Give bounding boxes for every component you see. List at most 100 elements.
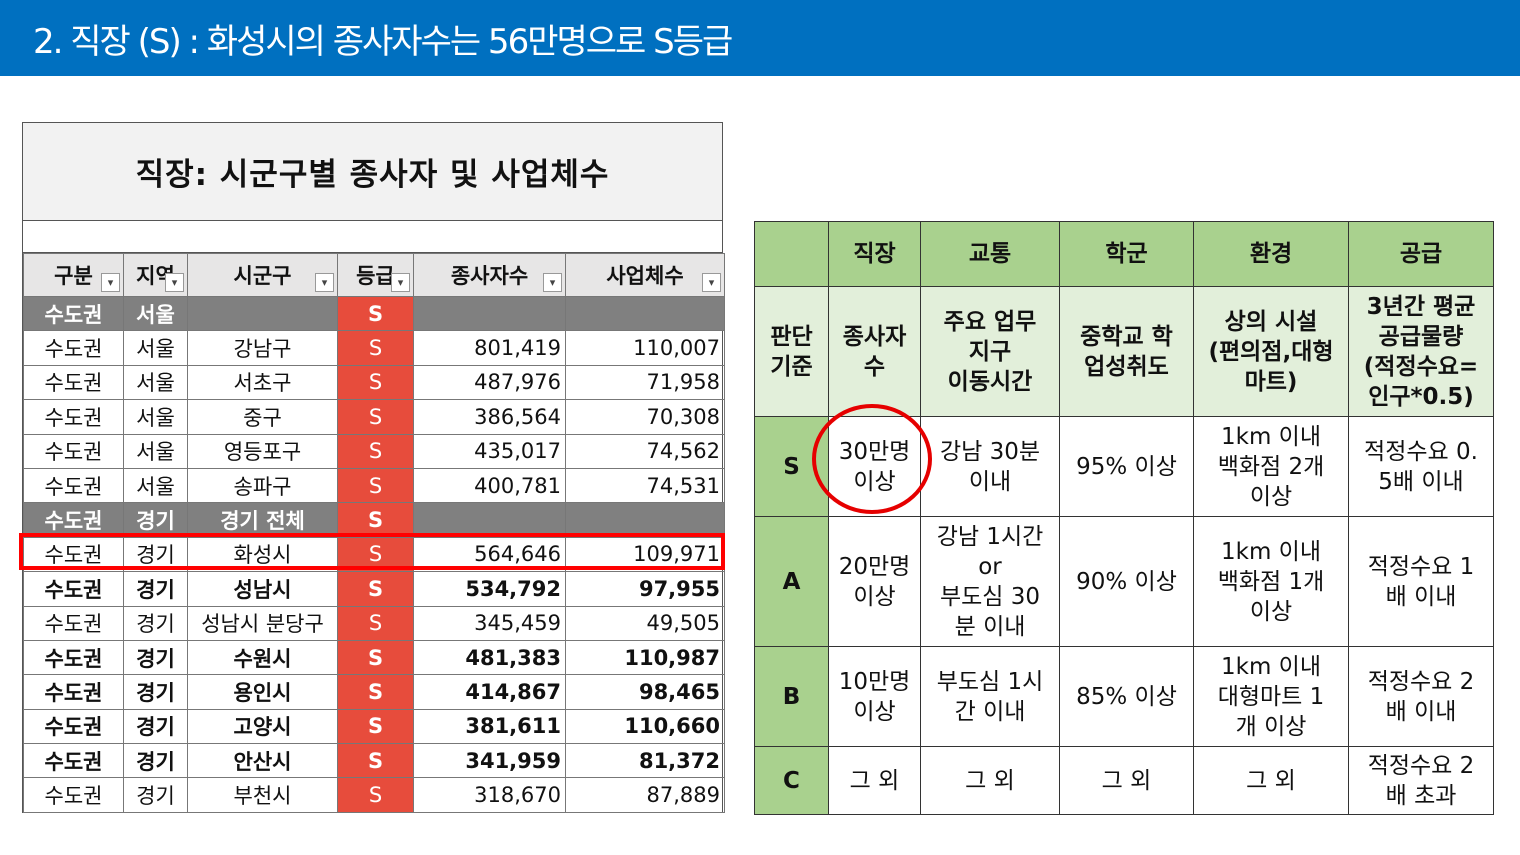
column-header: 지역 ▾ [123, 253, 188, 297]
table-cell: 경기 전체 [187, 502, 338, 538]
basis-cell: 주요 업무 지구 이동시간 [920, 286, 1060, 417]
filter-dropdown-icon[interactable]: ▾ [165, 273, 184, 292]
column-header: 구분 ▾ [23, 253, 124, 297]
table-row: 수도권 서울 중구 S 386,564 70,308 [23, 399, 725, 435]
grade-badge: S [337, 743, 414, 779]
table-cell: 481,383 [413, 639, 566, 676]
criteria-cell: 그 외 [1059, 746, 1194, 815]
table-cell: 강남구 [187, 330, 338, 366]
criteria-cell: 그 외 [920, 746, 1060, 815]
grade-badge: S [337, 639, 414, 676]
criteria-cell: 95% 이상 [1059, 416, 1194, 517]
table-header-row: 구분 ▾ 지역 ▾ 시군구 ▾ 등급 ▾ 종사자수 ▾ 사업체수 ▾ [23, 253, 725, 297]
filter-dropdown-icon[interactable]: ▾ [101, 273, 120, 292]
criteria-header-4: 환경 [1193, 221, 1349, 287]
criteria-table: 직장 교통 학군 환경 공급 판단 기준 종사자 수 주요 업무 지구 이동시간 중학교 학 업성취도 상의… [754, 221, 1494, 815]
table-cell: 수도권 [23, 777, 124, 813]
table-cell: 74,531 [565, 467, 725, 504]
table-cell: 97,955 [565, 571, 725, 607]
table-cell: 수도권 [23, 639, 124, 676]
criteria-basis-row: 판단 기준 종사자 수 주요 업무 지구 이동시간 중학교 학 업성취도 상의 시설 (편의점,대형… [754, 286, 1494, 417]
table-cell: 서울 [123, 399, 188, 435]
table-cell [565, 502, 725, 538]
basis-label: 판단 기준 [754, 286, 829, 417]
criteria-cell: 강남 1시간 or 부도심 30 분 이내 [920, 516, 1060, 647]
table-cell: 수도권 [23, 743, 124, 779]
table-cell: 부천시 [187, 777, 338, 813]
table-cell: 용인시 [187, 674, 338, 710]
table-cell: 98,465 [565, 674, 725, 710]
table-cell: 수도권 [23, 330, 124, 366]
criteria-cell: 85% 이상 [1059, 646, 1194, 747]
table-cell: 수원시 [187, 639, 338, 676]
table-cell: 49,505 [565, 605, 725, 641]
table-cell: 71,958 [565, 364, 725, 401]
table-cell: 경기 [123, 743, 188, 779]
table-row: 수도권 경기 수원시 S 481,383 110,987 [23, 639, 725, 676]
grade-badge: S [337, 467, 414, 504]
column-header: 종사자수 ▾ [413, 253, 566, 297]
table-cell: 송파구 [187, 467, 338, 504]
table-cell: 수도권 [23, 295, 124, 332]
table-cell: 341,959 [413, 743, 566, 779]
grade-badge: S [337, 777, 414, 813]
criteria-cell: 부도심 1시 간 이내 [920, 646, 1060, 747]
table-cell: 801,419 [413, 330, 566, 366]
basis-cell: 3년간 평균 공급물량 (적정수요= 인구*0.5) [1348, 286, 1494, 417]
column-header-label: 시군구 [233, 264, 292, 288]
grade-badge: S [337, 330, 414, 366]
criteria-header-1: 직장 [828, 221, 921, 287]
table-cell: 386,564 [413, 399, 566, 435]
table-cell: 수도권 [23, 399, 124, 435]
table-cell: 110,007 [565, 330, 725, 366]
table-cell: 110,987 [565, 639, 725, 676]
table-cell: 수도권 [23, 674, 124, 710]
criteria-header-0 [754, 221, 829, 287]
table-cell: 경기 [123, 502, 188, 538]
filter-dropdown-icon[interactable]: ▾ [543, 273, 562, 292]
filter-dropdown-icon[interactable]: ▾ [391, 273, 410, 292]
criteria-cell: 20만명 이상 [828, 516, 921, 647]
criteria-cell: 1km 이내 백화점 2개 이상 [1193, 416, 1349, 517]
table-cell [413, 502, 566, 538]
table-cell: 70,308 [565, 399, 725, 435]
table-row: 수도권 경기 고양시 S 381,611 110,660 [23, 708, 725, 745]
table-row: 수도권 서울 영등포구 S 435,017 74,562 [23, 433, 725, 469]
table-cell: 고양시 [187, 708, 338, 745]
table-cell: 성남시 분당구 [187, 605, 338, 641]
grade-badge: S [337, 364, 414, 401]
table-cell: 487,976 [413, 364, 566, 401]
table-cell: 수도권 [23, 605, 124, 641]
filter-dropdown-icon[interactable]: ▾ [702, 273, 721, 292]
column-header: 등급 ▾ [337, 253, 414, 297]
table-cell: 534,792 [413, 571, 566, 607]
criteria-cell: 1km 이내 백화점 1개 이상 [1193, 516, 1349, 647]
criteria-cell: 그 외 [828, 746, 921, 815]
column-header-label: 사업체수 [606, 264, 684, 288]
table-cell: 345,459 [413, 605, 566, 641]
column-header: 사업체수 ▾ [565, 253, 725, 297]
hwaseong-highlight-box [19, 533, 725, 570]
table-cell: 수도권 [23, 467, 124, 504]
grade-label: B [754, 646, 829, 747]
basis-cell: 중학교 학 업성취도 [1059, 286, 1194, 417]
table-cell [565, 295, 725, 332]
column-header-label: 등급 [356, 264, 395, 288]
grade-badge: S [337, 708, 414, 745]
table-row: 수도권 경기 부천시 S 318,670 87,889 [23, 777, 725, 813]
table-cell [187, 295, 338, 332]
grade-label: C [754, 746, 829, 815]
filter-dropdown-icon[interactable]: ▾ [315, 273, 334, 292]
criteria-cell: 그 외 [1193, 746, 1349, 815]
table-cell: 서울 [123, 467, 188, 504]
grade-badge: S [337, 295, 414, 332]
grade-badge: S [337, 502, 414, 538]
basis-cell: 종사자 수 [828, 286, 921, 417]
table-cell: 경기 [123, 639, 188, 676]
table-cell: 서울 [123, 295, 188, 332]
grade-badge: S [337, 674, 414, 710]
criteria-cell: 10만명 이상 [828, 646, 921, 747]
table-row: 수도권 경기 성남시 분당구 S 345,459 49,505 [23, 605, 725, 641]
